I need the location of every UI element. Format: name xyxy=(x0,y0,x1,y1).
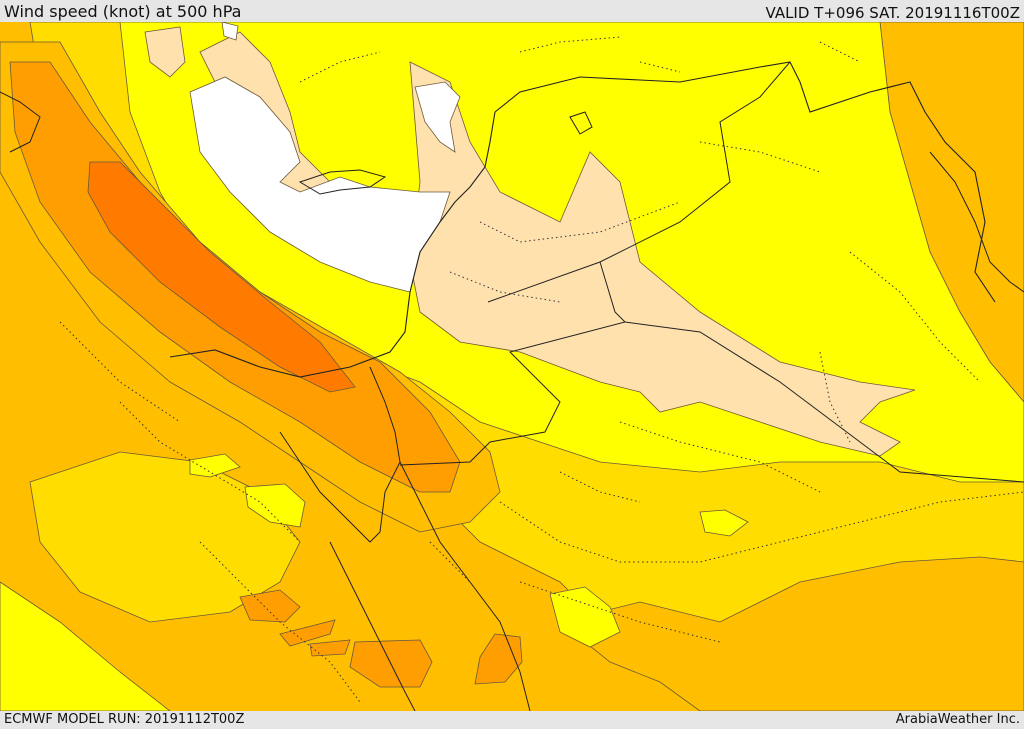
white-band-small xyxy=(414,81,461,153)
white-outline-coast xyxy=(0,91,41,153)
iraq-jordan-border xyxy=(399,261,626,466)
peach-band-plume xyxy=(409,61,916,457)
valid-time: VALID T+096 SAT. 20191116T00Z xyxy=(765,4,1020,22)
footer-bar: ECMWF MODEL RUN: 20191112T00Z ArabiaWeat… xyxy=(0,711,1024,729)
map-title: Wind speed (knot) at 500 hPa xyxy=(4,2,242,21)
lake-outline xyxy=(569,111,593,135)
province-lines xyxy=(59,141,1024,703)
header-bar: Wind speed (knot) at 500 hPa VALID T+096… xyxy=(0,0,1024,22)
coastline-border xyxy=(169,61,996,378)
orange-patch-south-3 xyxy=(309,639,351,657)
gulf-coast xyxy=(929,151,1024,293)
saudi-border xyxy=(624,321,1024,483)
credit-text: ArabiaWeather Inc. xyxy=(895,712,1020,727)
cyprus-outline xyxy=(298,169,387,195)
model-run: ECMWF MODEL RUN: 20191112T00Z xyxy=(4,712,245,727)
peach-band-small xyxy=(144,26,186,78)
red-sea-coast xyxy=(279,366,531,711)
region-lines-north xyxy=(299,36,861,83)
amber-band-southeast xyxy=(559,556,1024,711)
wind-speed-map xyxy=(0,22,1024,711)
yellow-band-southwest xyxy=(0,581,171,711)
yellow-blob-saudi xyxy=(549,586,621,648)
yellow-blob-sinai xyxy=(244,483,306,528)
deep-orange-jet-core xyxy=(87,161,356,393)
gold-band-south xyxy=(29,451,301,623)
white-band-tiny xyxy=(221,22,239,41)
orange-patch-south-1 xyxy=(239,589,301,623)
yellow-blob-egypt xyxy=(189,453,241,478)
orange-patch-south-2 xyxy=(279,619,336,647)
yellow-blob-arabia xyxy=(699,509,749,537)
egypt-coast xyxy=(329,541,416,711)
white-band-calm xyxy=(189,76,451,293)
